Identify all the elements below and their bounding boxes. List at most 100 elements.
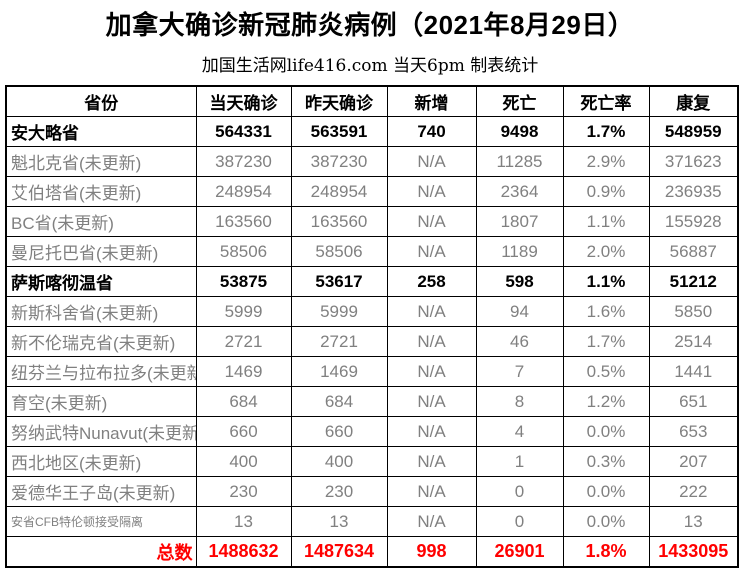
cell-deaths: 8 bbox=[475, 386, 564, 417]
cell-today: 13 bbox=[195, 506, 292, 537]
cell-today: 660 bbox=[195, 416, 292, 447]
cell-deaths: 0 bbox=[475, 476, 564, 507]
cell-recovered: 1441 bbox=[648, 356, 739, 387]
cell-total-label: 总数 bbox=[5, 536, 197, 568]
cell-death-rate: 0.3% bbox=[562, 446, 650, 477]
table-row: 纽芬兰与拉布拉多(未更新) 1469 1469 N/A 7 0.5% 1441 bbox=[5, 356, 739, 387]
cell-death-rate: 0.0% bbox=[562, 476, 650, 507]
cell-yesterday: 1469 bbox=[290, 356, 388, 387]
cell-province: 新斯科舍省(未更新) bbox=[5, 296, 197, 327]
cell-recovered: 222 bbox=[648, 476, 739, 507]
cell-deaths: 1 bbox=[475, 446, 564, 477]
cell-new-cases: N/A bbox=[386, 206, 477, 237]
cell-deaths: 11285 bbox=[475, 146, 564, 177]
cell-total-death-rate: 1.8% bbox=[562, 536, 650, 568]
cell-new-cases: N/A bbox=[386, 146, 477, 177]
column-header-deaths: 死亡 bbox=[475, 85, 564, 117]
cell-deaths: 0 bbox=[475, 506, 564, 537]
cell-yesterday: 5999 bbox=[290, 296, 388, 327]
cell-province: 萨斯喀彻温省 bbox=[5, 266, 197, 297]
cell-province: 爱德华王子岛(未更新) bbox=[5, 476, 197, 507]
cell-province: 育空(未更新) bbox=[5, 386, 197, 417]
cell-today: 1469 bbox=[195, 356, 292, 387]
cell-death-rate: 1.7% bbox=[562, 116, 650, 147]
cell-yesterday: 684 bbox=[290, 386, 388, 417]
table-row: 艾伯塔省(未更新) 248954 248954 N/A 2364 0.9% 23… bbox=[5, 176, 739, 207]
cell-today: 53875 bbox=[195, 266, 292, 297]
cell-today: 2721 bbox=[195, 326, 292, 357]
cell-province: 安省CFB特伦顿接受隔离 bbox=[5, 506, 197, 537]
cell-death-rate: 0.0% bbox=[562, 506, 650, 537]
table-row: 新斯科舍省(未更新) 5999 5999 N/A 94 1.6% 5850 bbox=[5, 296, 739, 327]
cell-recovered: 207 bbox=[648, 446, 739, 477]
cell-new-cases: 740 bbox=[386, 116, 477, 147]
cell-yesterday: 660 bbox=[290, 416, 388, 447]
cell-yesterday: 400 bbox=[290, 446, 388, 477]
page-title: 加拿大确诊新冠肺炎病例（2021年8月29日） bbox=[105, 10, 635, 40]
cell-recovered: 5850 bbox=[648, 296, 739, 327]
cell-new-cases: N/A bbox=[386, 506, 477, 537]
cell-province: 曼尼托巴省(未更新) bbox=[5, 236, 197, 267]
cell-province: 安大略省 bbox=[5, 116, 197, 147]
cell-recovered: 653 bbox=[648, 416, 739, 447]
cell-death-rate: 0.5% bbox=[562, 356, 650, 387]
covid-cases-table: 省份 当天确诊 昨天确诊 新增 死亡 死亡率 康复 安大略省 564331 56… bbox=[5, 85, 739, 568]
cell-deaths: 2364 bbox=[475, 176, 564, 207]
cell-death-rate: 1.1% bbox=[562, 266, 650, 297]
cell-today: 5999 bbox=[195, 296, 292, 327]
cell-death-rate: 2.0% bbox=[562, 236, 650, 267]
table-header-row: 省份 当天确诊 昨天确诊 新增 死亡 死亡率 康复 bbox=[5, 85, 739, 117]
table-row: 育空(未更新) 684 684 N/A 8 1.2% 651 bbox=[5, 386, 739, 417]
page-subtitle: 加国生活网life416.com 当天6pm 制表统计 bbox=[201, 56, 539, 76]
cell-today: 564331 bbox=[195, 116, 292, 147]
cell-yesterday: 387230 bbox=[290, 146, 388, 177]
cell-new-cases: N/A bbox=[386, 416, 477, 447]
cell-yesterday: 2721 bbox=[290, 326, 388, 357]
cell-recovered: 651 bbox=[648, 386, 739, 417]
cell-new-cases: N/A bbox=[386, 236, 477, 267]
cell-new-cases: N/A bbox=[386, 476, 477, 507]
cell-province: 努纳武特Nunavut(未更新) bbox=[5, 416, 197, 447]
cell-new-cases: N/A bbox=[386, 176, 477, 207]
cell-yesterday: 53617 bbox=[290, 266, 388, 297]
cell-total-yesterday: 1487634 bbox=[290, 536, 388, 568]
cell-province: 艾伯塔省(未更新) bbox=[5, 176, 197, 207]
cell-deaths: 7 bbox=[475, 356, 564, 387]
cell-today: 163560 bbox=[195, 206, 292, 237]
cell-total-today: 1488632 bbox=[195, 536, 292, 568]
cell-new-cases: N/A bbox=[386, 326, 477, 357]
cell-deaths: 1189 bbox=[475, 236, 564, 267]
cell-deaths: 598 bbox=[475, 266, 564, 297]
cell-deaths: 4 bbox=[475, 416, 564, 447]
table-row: 西北地区(未更新) 400 400 N/A 1 0.3% 207 bbox=[5, 446, 739, 477]
cell-new-cases: N/A bbox=[386, 296, 477, 327]
cell-recovered: 548959 bbox=[648, 116, 739, 147]
cell-province: 新不伦瑞克省(未更新) bbox=[5, 326, 197, 357]
cell-recovered: 13 bbox=[648, 506, 739, 537]
cell-new-cases: N/A bbox=[386, 386, 477, 417]
cell-recovered: 56887 bbox=[648, 236, 739, 267]
column-header-today: 当天确诊 bbox=[195, 85, 292, 117]
table-row: 爱德华王子岛(未更新) 230 230 N/A 0 0.0% 222 bbox=[5, 476, 739, 507]
cell-death-rate: 1.7% bbox=[562, 326, 650, 357]
cell-total-recovered: 1433095 bbox=[648, 536, 739, 568]
cell-recovered: 2514 bbox=[648, 326, 739, 357]
cell-today: 58506 bbox=[195, 236, 292, 267]
table-row: 新不伦瑞克省(未更新) 2721 2721 N/A 46 1.7% 2514 bbox=[5, 326, 739, 357]
table-row: 安省CFB特伦顿接受隔离 13 13 N/A 0 0.0% 13 bbox=[5, 506, 739, 537]
cell-deaths: 1807 bbox=[475, 206, 564, 237]
column-header-death-rate: 死亡率 bbox=[562, 85, 650, 117]
cell-recovered: 155928 bbox=[648, 206, 739, 237]
cell-yesterday: 163560 bbox=[290, 206, 388, 237]
cell-death-rate: 1.6% bbox=[562, 296, 650, 327]
cell-new-cases: N/A bbox=[386, 446, 477, 477]
cell-yesterday: 13 bbox=[290, 506, 388, 537]
cell-new-cases: N/A bbox=[386, 356, 477, 387]
cell-today: 387230 bbox=[195, 146, 292, 177]
cell-yesterday: 248954 bbox=[290, 176, 388, 207]
column-header-recovered: 康复 bbox=[648, 85, 739, 117]
table-row: 曼尼托巴省(未更新) 58506 58506 N/A 1189 2.0% 568… bbox=[5, 236, 739, 267]
cell-province: 魁北克省(未更新) bbox=[5, 146, 197, 177]
column-header-new-cases: 新增 bbox=[386, 85, 477, 117]
cell-today: 248954 bbox=[195, 176, 292, 207]
